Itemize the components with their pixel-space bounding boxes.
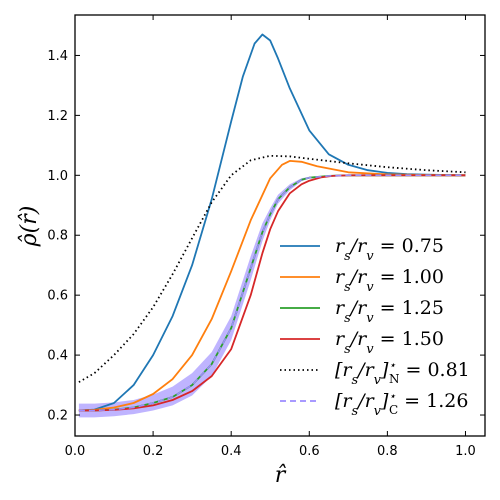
legend-label: rs/rv = 1.50 [335,328,444,357]
y-axis-ticks: 0.2 0.4 0.6 0.8 1.0 1.2 1.4 [47,49,485,424]
legend-label: [rs/rv]⋆ N = 0.81 [335,358,470,388]
x-tick-label: 0.2 [143,444,164,459]
y-tick-label: 1.4 [47,49,68,64]
x-tick-label: 0.0 [65,444,86,459]
series-lines-layer [78,33,466,412]
series-line-5 [78,154,466,383]
legend-label: rs/rv = 1.00 [335,266,444,295]
x-tick-label: 0.4 [221,444,242,459]
legend-label: [rs/rv]⋆ C = 1.26 [335,389,468,419]
y-tick-label: 1.0 [47,169,68,184]
y-tick-label: 0.4 [47,349,68,364]
legend-label: rs/rv = 1.25 [335,297,444,326]
y-tick-label: 0.2 [47,409,68,424]
y-tick-label: 0.8 [47,229,68,244]
y-tick-label: 1.2 [47,109,68,124]
series-line-1 [78,33,466,412]
series-line-2 [78,159,466,412]
x-tick-label: 0.8 [377,444,398,459]
legend-label: rs/rv = 0.75 [335,235,444,264]
x-tick-label: 0.6 [299,444,320,459]
x-axis-ticks: 0.0 0.2 0.4 0.6 0.8 1.0 [65,15,476,459]
plot-frame [74,14,486,437]
series-line-6 [78,174,466,412]
y-tick-label: 0.6 [47,289,68,304]
y-axis-title: ρ̂(r̂) [17,206,42,248]
x-axis-title: r̂ [275,463,287,488]
x-tick-label: 1.0 [455,444,476,459]
